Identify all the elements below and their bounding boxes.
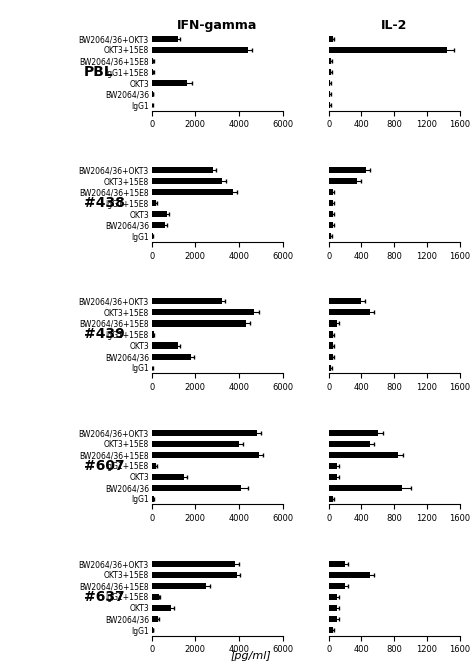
Bar — [328, 47, 447, 53]
Bar — [328, 594, 337, 600]
Bar — [328, 309, 370, 316]
Title: IFN-gamma: IFN-gamma — [177, 19, 257, 32]
Text: #607: #607 — [83, 459, 124, 473]
Bar — [152, 452, 259, 458]
Text: PBL: PBL — [83, 65, 113, 79]
Bar — [152, 605, 171, 611]
Bar — [328, 233, 331, 240]
Title: IL-2: IL-2 — [381, 19, 408, 32]
Bar — [152, 211, 167, 217]
Bar — [152, 429, 256, 436]
Bar — [328, 331, 333, 338]
Bar — [152, 616, 158, 622]
Bar — [152, 343, 178, 349]
Bar — [152, 463, 156, 469]
Bar — [152, 353, 191, 360]
Bar — [328, 365, 331, 371]
Bar — [152, 167, 213, 173]
Bar — [152, 58, 154, 64]
Bar — [152, 47, 248, 53]
Bar — [328, 91, 330, 97]
Bar — [328, 441, 370, 447]
Bar — [152, 572, 237, 578]
Bar — [328, 583, 345, 589]
Bar — [328, 616, 337, 622]
Bar — [328, 298, 362, 304]
Bar — [328, 485, 402, 491]
Bar — [328, 211, 333, 217]
Bar — [152, 189, 233, 195]
Bar — [152, 485, 241, 491]
Bar — [152, 594, 159, 600]
Bar — [328, 572, 370, 578]
Text: [pg/ml]: [pg/ml] — [231, 651, 272, 661]
Bar — [328, 36, 333, 42]
Bar — [328, 69, 331, 75]
Bar — [152, 331, 154, 338]
Bar — [328, 496, 333, 502]
Bar — [152, 561, 235, 567]
Text: #439: #439 — [83, 328, 124, 341]
Bar — [152, 320, 246, 326]
Bar — [328, 320, 337, 326]
Bar — [328, 167, 365, 173]
Bar — [328, 80, 330, 86]
Bar — [152, 36, 178, 42]
Bar — [152, 496, 154, 502]
Bar — [328, 178, 357, 184]
Bar — [328, 189, 333, 195]
Text: #637: #637 — [83, 590, 124, 604]
Bar — [328, 58, 331, 64]
Bar — [328, 102, 330, 108]
Bar — [152, 309, 255, 316]
Bar — [328, 561, 345, 567]
Bar — [152, 91, 153, 97]
Bar — [152, 298, 222, 304]
Bar — [152, 627, 153, 633]
Bar — [328, 474, 337, 480]
Bar — [152, 583, 206, 589]
Bar — [152, 441, 239, 447]
Bar — [328, 222, 333, 228]
Bar — [152, 200, 156, 206]
Bar — [328, 353, 333, 360]
Bar — [152, 222, 165, 228]
Bar — [328, 343, 333, 349]
Bar — [328, 200, 333, 206]
Bar — [152, 178, 222, 184]
Bar — [328, 463, 337, 469]
Bar — [328, 605, 337, 611]
Bar — [328, 452, 398, 458]
Bar — [328, 429, 378, 436]
Bar — [152, 69, 154, 75]
Bar — [152, 80, 187, 86]
Text: #438: #438 — [83, 196, 124, 210]
Bar — [152, 233, 153, 240]
Bar — [152, 474, 184, 480]
Bar — [328, 627, 333, 633]
